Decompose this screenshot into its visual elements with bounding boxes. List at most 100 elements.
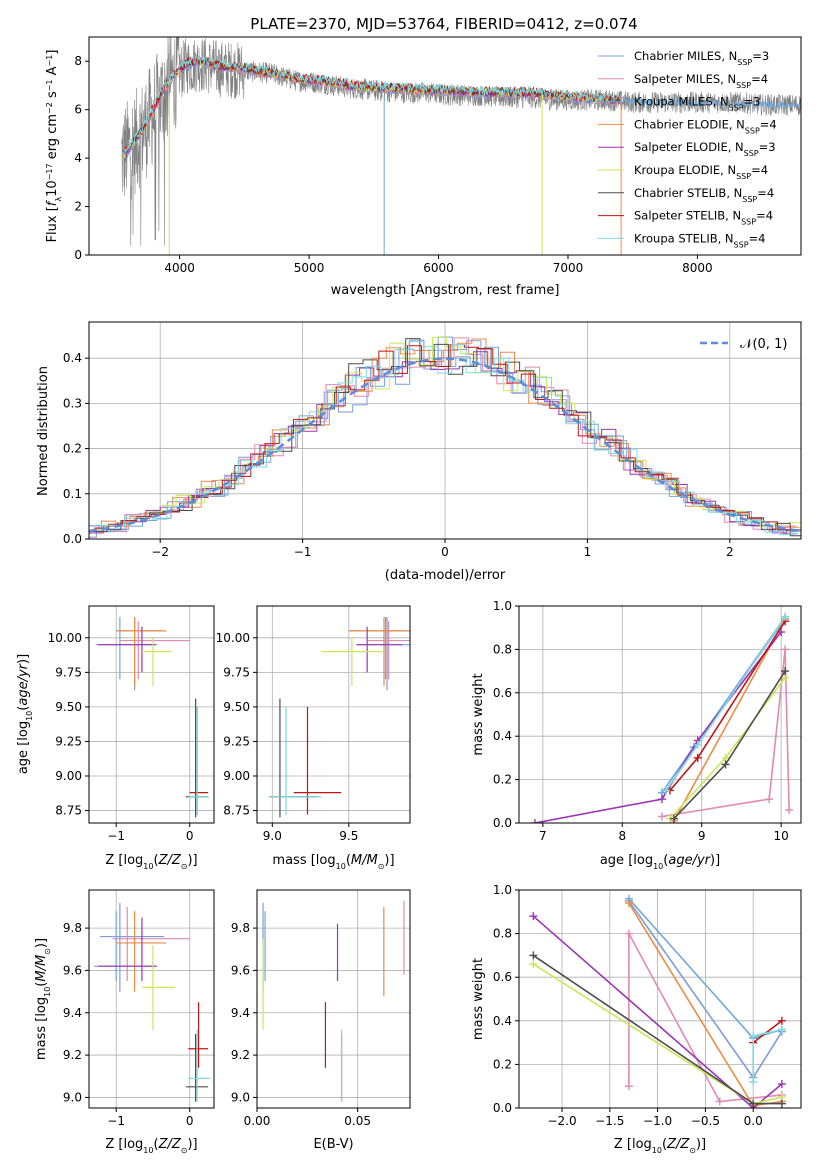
y-axis-label: age [log10(age/yr)]: [16, 654, 34, 774]
y-tick-label: 0.4: [63, 351, 82, 365]
axes-frame: [256, 889, 411, 1109]
y-tick-label: 0.2: [493, 1057, 512, 1071]
y-tick-label: 4: [74, 151, 82, 165]
plot-area: [269, 617, 410, 818]
plot-area: [89, 336, 801, 538]
y-tick-label: 0.0: [493, 1101, 512, 1115]
x-tick-label: 0.05: [344, 1114, 371, 1128]
y-tick-label: 9.25: [55, 734, 82, 748]
legend-label-kroupa_stelib: Kroupa STELIB, NSSP=4: [634, 231, 765, 249]
series-line-chabrier_elodie: [673, 618, 786, 822]
y-tick-label: 10.00: [48, 631, 82, 645]
axes-frame: [256, 605, 411, 824]
y-tick-label: 6: [74, 103, 82, 117]
series-line-salpeter_miles: [661, 649, 790, 818]
y-tick-label: 9.25: [223, 734, 250, 748]
series-line-salpeter_miles: [628, 933, 782, 1103]
axes-frame: [88, 605, 215, 824]
x-tick-label: 2: [726, 545, 734, 559]
panel-mass_weight_vs_age: 7 8 9 10 0.0 0.2 0.4 0.6 0.8 1.0 mass weight age [l…: [471, 599, 802, 871]
panel-residuals: −2 −1 0 1 2 0.0 0.1 0.2 0.3 0.4 (data-model)/error…: [36, 321, 802, 583]
y-axis-label: mass weight: [471, 958, 486, 1040]
x-axis-label: wavelength [Angstrom, rest frame]: [331, 283, 560, 298]
x-tick-label: −1: [107, 829, 125, 843]
model-spectrum-kroupa_elodie: [122, 55, 621, 160]
x-tick-label: 9.5: [339, 829, 358, 843]
residual-hist-kroupa_miles: [89, 346, 798, 535]
x-tick-label: −1.5: [595, 1114, 624, 1128]
y-axis-label: mass [log10(M/M⊙)]: [34, 938, 52, 1060]
legend-label-chabrier_miles: Chabrier MILES, NSSP=3: [634, 49, 769, 67]
legend-label-kroupa_elodie: Kroupa ELODIE, NSSP=4: [634, 163, 768, 181]
x-tick-label: 0: [186, 829, 194, 843]
y-tick-label: 8.75: [223, 804, 250, 818]
y-tick-label: 0.6: [493, 686, 512, 700]
x-axis-label: Z [log10(Z/Z⊙)]: [105, 1137, 197, 1155]
x-axis-label: E(B-V): [313, 1137, 353, 1152]
x-tick-label: 0: [186, 1114, 194, 1128]
y-tick-label: 0.8: [493, 927, 512, 941]
y-tick-label: 0.2: [493, 773, 512, 787]
plot-area: [121, 37, 801, 255]
x-tick-label: 0.00: [244, 1114, 271, 1128]
legend-label-chabrier_elodie: Chabrier ELODIE, NSSP=4: [634, 117, 777, 135]
y-axis-label: mass weight: [471, 673, 486, 755]
y-tick-label: 9.8: [231, 921, 250, 935]
plot-area: [95, 617, 209, 818]
x-axis-label: (data-model)/error: [385, 568, 506, 583]
x-tick-label: 5000: [294, 261, 325, 275]
x-tick-label: 0.0: [744, 1114, 763, 1128]
axes-frame: [518, 889, 802, 1109]
axes-frame: [518, 605, 802, 824]
legend-label-chabrier_stelib: Chabrier STELIB, NSSP=4: [634, 186, 774, 204]
y-tick-label: 2: [74, 200, 82, 214]
plot-area: [530, 612, 794, 823]
x-tick-label: 0: [441, 545, 449, 559]
y-axis-label: Flux [fλ10−17 erg cm−2 s−1 A−1]: [45, 50, 63, 243]
series-line-salpeter_stelib: [752, 1020, 783, 1044]
y-tick-label: 9.6: [231, 963, 250, 977]
x-tick-label: 8000: [682, 261, 713, 275]
model-spectrum-chabrier_stelib: [122, 56, 621, 154]
legend: Chabrier MILES, NSSP=3 Salpeter MILES, NS…: [598, 49, 777, 249]
legend-label-kroupa_miles: Kroupa MILES, NSSP=3: [634, 95, 760, 113]
y-tick-label: 9.50: [223, 700, 250, 714]
data-spectrum: [121, 37, 801, 246]
axes-frame: [88, 889, 215, 1109]
x-tick-label: −2: [151, 545, 169, 559]
x-axis-label: Z [log10(Z/Z⊙)]: [614, 1137, 706, 1155]
x-tick-label: −1.0: [643, 1114, 672, 1128]
y-tick-label: 0.6: [493, 970, 512, 984]
y-tick-label: 9.75: [55, 665, 82, 679]
legend-label-salpeter_elodie: Salpeter ELODIE, NSSP=3: [634, 140, 776, 158]
y-tick-label: 10.00: [216, 631, 250, 645]
series-line-salpeter_elodie: [532, 915, 783, 1108]
model-spectrum-salpeter_miles: [122, 57, 621, 157]
y-tick-label: 1.0: [493, 883, 512, 897]
panel-mass_vs_Z: −1 0 9.0 9.2 9.4 9.6 9.8 Z [log10(Z/Z⊙)] mass [l…: [34, 889, 215, 1155]
y-tick-label: 0: [74, 248, 82, 262]
x-tick-label: 6000: [423, 261, 454, 275]
x-tick-label: −0.5: [691, 1114, 720, 1128]
legend-label-salpeter_stelib: Salpeter STELIB, NSSP=4: [634, 209, 773, 227]
y-tick-label: 9.8: [63, 921, 82, 935]
x-axis-label: mass [log10(M/M⊙)]: [272, 853, 394, 871]
x-tick-label: −1: [107, 1114, 125, 1128]
y-tick-label: 0.0: [493, 816, 512, 830]
x-tick-label: 10: [774, 829, 789, 843]
y-tick-label: 9.2: [231, 1048, 250, 1062]
x-tick-label: 7: [539, 829, 547, 843]
y-tick-label: 0.4: [493, 729, 512, 743]
y-tick-label: 9.0: [231, 1090, 250, 1104]
x-tick-label: 1: [584, 545, 592, 559]
y-tick-label: 9.0: [63, 1090, 82, 1104]
y-tick-label: 9.00: [55, 769, 82, 783]
panel-age_vs_mass: 9.0 9.5 8.75 9.00 9.25 9.50 9.75 10.00 mass [log…: [216, 605, 411, 871]
y-tick-label: 0.0: [63, 532, 82, 546]
model-spectrum-chabrier_elodie: [122, 57, 621, 159]
y-tick-label: 9.2: [63, 1048, 82, 1062]
y-tick-label: 0.2: [63, 442, 82, 456]
plot-area: [529, 894, 786, 1108]
